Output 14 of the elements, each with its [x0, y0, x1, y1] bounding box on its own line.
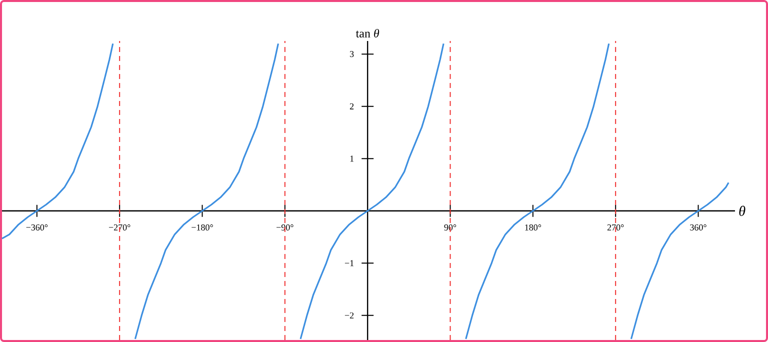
x-tick-label: −180° [192, 224, 213, 230]
y-tick-label: 3 [350, 51, 354, 58]
x-tick-label: −270° [108, 224, 130, 230]
y-tick-label: −2 [344, 312, 354, 318]
x-tick-label: 180° [525, 224, 542, 230]
x-axis-title: θ [739, 206, 746, 216]
x-tick-label: 90° [444, 224, 456, 230]
y-tick-label: −1 [344, 260, 354, 266]
x-tick-label: −360° [26, 224, 48, 230]
x-tick-label: 360° [690, 224, 706, 230]
y-tick-label: 2 [350, 103, 354, 110]
x-tick-label: 270° [607, 224, 624, 230]
y-axis-title: tan θ [356, 28, 380, 38]
y-tick-label: 1 [350, 156, 354, 162]
